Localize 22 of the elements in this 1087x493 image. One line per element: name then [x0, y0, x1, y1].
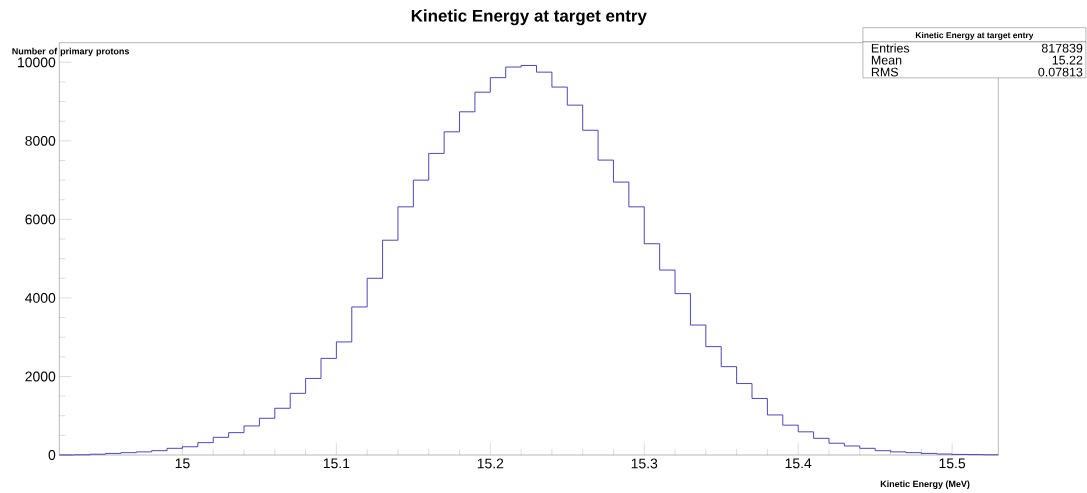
text: 15.22	[1052, 55, 1083, 65]
x-tick-label: 15.2	[477, 458, 504, 469]
annotation: Mean	[871, 55, 902, 65]
text: Kinetic Energy at target entry	[915, 31, 1034, 40]
y-tick-label: 6000	[25, 214, 56, 225]
text: 817839	[1041, 43, 1083, 53]
text: 0.07813	[1038, 67, 1083, 77]
x-tick-label: 15	[175, 458, 190, 469]
annotation: Entries	[871, 43, 910, 53]
y-tick-label: 8000	[25, 135, 56, 146]
x-tick-label: 15.5	[939, 458, 966, 469]
y-axis-title: Number of primary protons	[12, 47, 130, 57]
y-tick-label: 0	[48, 450, 56, 460]
x-tick-label: 15.1	[323, 458, 350, 469]
x-axis-title: Kinetic Energy (MeV)	[880, 480, 970, 489]
annotation: RMS	[871, 67, 898, 77]
chart-title: Kinetic Energy at target entry	[411, 9, 647, 26]
y-tick-label: 2000	[25, 371, 56, 382]
y-tick-label: 4000	[25, 292, 56, 303]
x-tick-label: 15.4	[785, 458, 812, 469]
y-tick-label: 10000	[18, 57, 56, 68]
x-tick-label: 15.3	[631, 458, 658, 469]
